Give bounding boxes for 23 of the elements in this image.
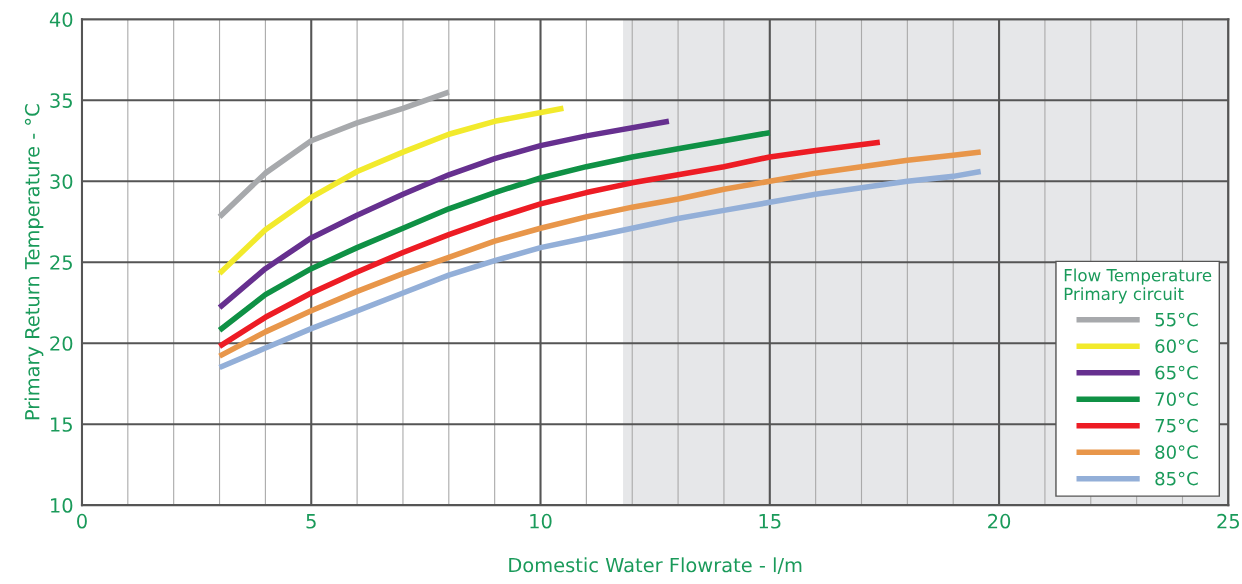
y-tick-label: 10 (51, 498, 73, 513)
y-tick-label: 20 (50, 336, 73, 351)
x-tick-label: 15 (759, 514, 781, 529)
x-tick-label: 25 (1217, 513, 1240, 529)
legend-label: 65°C (1155, 365, 1198, 380)
y-tick-label: 15 (51, 417, 72, 432)
legend-title: Flow Temperature Primary circuit (1064, 268, 1212, 304)
legend-label: 70°C (1155, 392, 1198, 406)
legend-label: 55°C (1155, 312, 1198, 327)
y-tick-label: 30 (50, 174, 73, 189)
y-axis-title: Primary Return Temperature - °C (24, 104, 44, 420)
x-axis-title: Domestic Water Flowrate - l/m (509, 557, 802, 574)
y-tick-label: 25 (50, 255, 72, 270)
x-tick-label: 10 (530, 513, 552, 529)
x-tick-label: 5 (306, 514, 316, 529)
x-tick-label: 0 (77, 513, 87, 529)
legend-label: 85°C (1155, 471, 1198, 486)
y-tick-label: 35 (50, 93, 72, 108)
legend-label: 80°C (1155, 445, 1198, 459)
legend-label: 75°C (1155, 418, 1198, 433)
legend-label: 60°C (1155, 339, 1198, 353)
x-tick-label: 20 (988, 513, 1011, 529)
y-tick-label: 40 (49, 12, 73, 27)
